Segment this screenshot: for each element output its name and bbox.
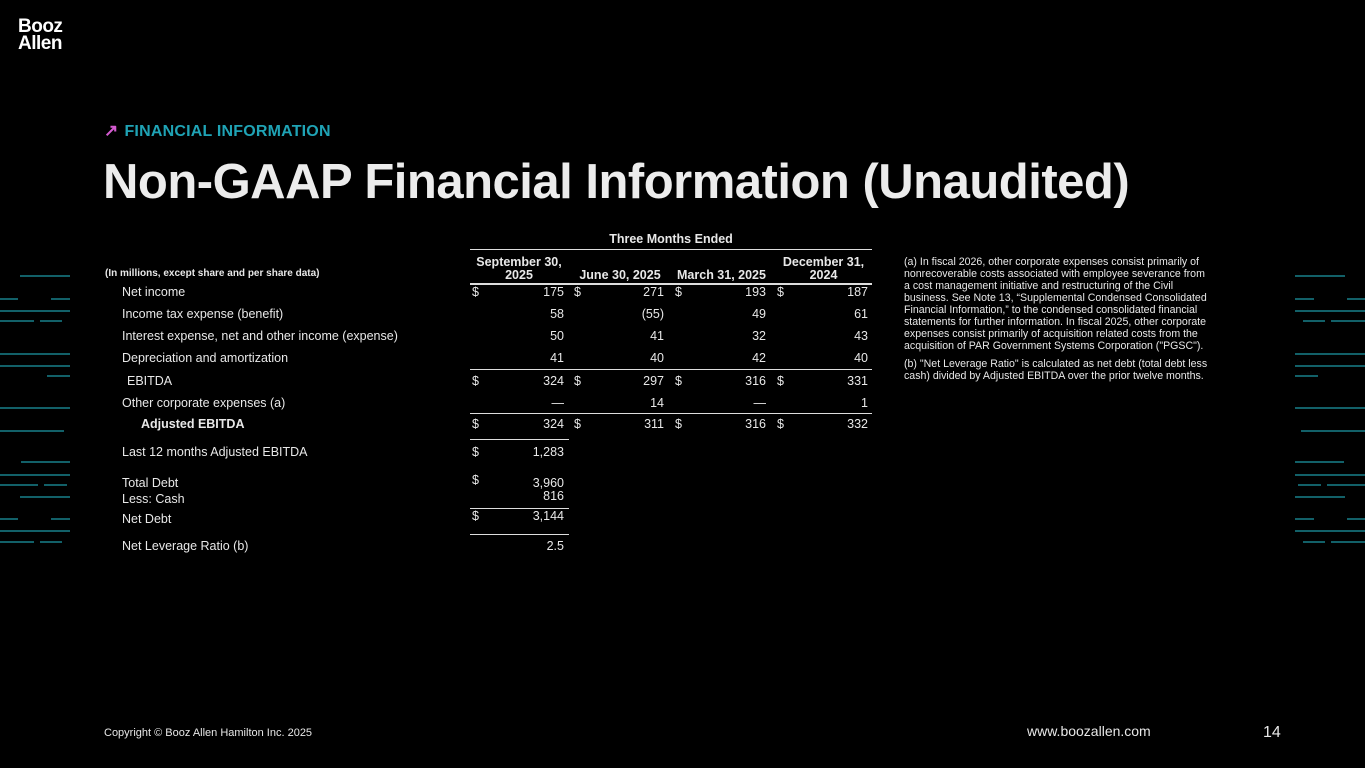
table-cell: 41 — [650, 329, 664, 343]
currency-symbol: $ — [472, 509, 479, 523]
table-cell: 49 — [752, 307, 766, 321]
copyright: Copyright © Booz Allen Hamilton Inc. 202… — [104, 727, 313, 739]
row-label: Adjusted EBITDA — [141, 417, 245, 431]
table-cell: 332 — [847, 417, 868, 431]
row-label: Income tax expense (benefit) — [122, 307, 284, 321]
table-cell: 14 — [650, 396, 664, 410]
arrow-up-right-icon: ↗ — [104, 121, 119, 140]
table-cell: 1,283 — [532, 445, 564, 459]
section-eyebrow: ↗ FINANCIAL INFORMATION — [104, 121, 331, 141]
table-cell: — — [551, 396, 565, 410]
total-rule — [470, 439, 569, 440]
row-label: EBITDA — [127, 374, 173, 388]
table-cell: 41 — [550, 351, 564, 365]
table-cell: 3,960 — [532, 476, 564, 490]
table-cell: 40 — [854, 351, 868, 365]
table-cell: 43 — [854, 329, 868, 343]
row-label: Less: Cash — [122, 492, 185, 506]
currency-symbol: $ — [574, 285, 581, 299]
row-label: Net Leverage Ratio (b) — [122, 539, 249, 553]
group-header: Three Months Ended — [470, 232, 872, 250]
currency-symbol: $ — [777, 285, 784, 299]
table-cell: 324 — [543, 417, 564, 431]
table-cell: 50 — [550, 329, 564, 343]
currency-symbol: $ — [675, 417, 682, 431]
row-label: Depreciation and amortization — [122, 351, 289, 365]
column-header: September 30, 2025 — [476, 255, 562, 282]
table-cell: 61 — [854, 307, 868, 321]
booz-allen-logo: Booz Allen — [18, 16, 63, 54]
currency-symbol: $ — [777, 417, 784, 431]
table-cell: 2.5 — [546, 539, 564, 553]
currency-symbol: $ — [472, 285, 479, 299]
footnote-b: (b) "Net Leverage Ratio" is calculated a… — [904, 358, 1208, 382]
currency-symbol: $ — [574, 374, 581, 388]
table-cell: 311 — [644, 417, 664, 431]
table-cell: 1 — [861, 396, 868, 410]
currency-symbol: $ — [574, 417, 581, 431]
subtotal-rule — [470, 369, 872, 370]
table-cell: 3,144 — [532, 509, 564, 523]
table-cell: 58 — [550, 307, 564, 321]
units-label: (In millions, except share and per share… — [105, 268, 320, 279]
row-label: Total Debt — [122, 476, 179, 490]
table-cell: 324 — [543, 374, 564, 388]
table-cell: 271 — [643, 285, 664, 299]
page-number: 14 — [1263, 724, 1281, 741]
logo-line-1: Booz — [18, 16, 63, 37]
subtotal-rule — [470, 508, 569, 509]
subtotal-rule — [470, 413, 872, 414]
table-cell: — — [753, 396, 767, 410]
table-cell: (55) — [641, 307, 664, 321]
table-cell: 316 — [745, 374, 766, 388]
table-cell: 816 — [543, 489, 564, 503]
currency-symbol: $ — [675, 285, 682, 299]
logo-line-2: Allen — [18, 33, 62, 54]
table-cell: 175 — [543, 285, 564, 299]
table-cell: 193 — [745, 285, 766, 299]
table-cell: 297 — [643, 374, 664, 388]
row-label: Net income — [122, 285, 186, 299]
table-cell: 32 — [752, 329, 766, 343]
currency-symbol: $ — [472, 473, 479, 487]
currency-symbol: $ — [777, 374, 784, 388]
column-header: March 31, 2025 — [677, 268, 766, 282]
currency-symbol: $ — [675, 374, 682, 388]
table-cell: 40 — [650, 351, 664, 365]
currency-symbol: $ — [472, 374, 479, 388]
header-rule — [470, 283, 872, 285]
row-label: Net Debt — [122, 512, 172, 526]
column-header: June 30, 2025 — [579, 268, 661, 282]
footnotes: (a) In fiscal 2026, other corporate expe… — [904, 256, 1209, 388]
eyebrow-text: FINANCIAL INFORMATION — [124, 123, 331, 140]
currency-symbol: $ — [472, 417, 479, 431]
footnote-a: (a) In fiscal 2026, other corporate expe… — [904, 256, 1207, 352]
website-link[interactable]: www.boozallen.com — [1027, 723, 1151, 739]
table-cell: 331 — [847, 374, 868, 388]
page-title: Non-GAAP Financial Information (Unaudite… — [103, 155, 1130, 209]
row-label: Other corporate expenses (a) — [122, 396, 286, 410]
table-cell: 42 — [752, 351, 766, 365]
row-label: Last 12 months Adjusted EBITDA — [122, 445, 308, 459]
column-header: December 31, 2024 — [782, 255, 865, 282]
table-cell: 187 — [847, 285, 868, 299]
row-label: Interest expense, net and other income (… — [122, 329, 398, 343]
table-cell: 316 — [745, 417, 766, 431]
currency-symbol: $ — [472, 445, 479, 459]
total-rule — [470, 534, 569, 535]
